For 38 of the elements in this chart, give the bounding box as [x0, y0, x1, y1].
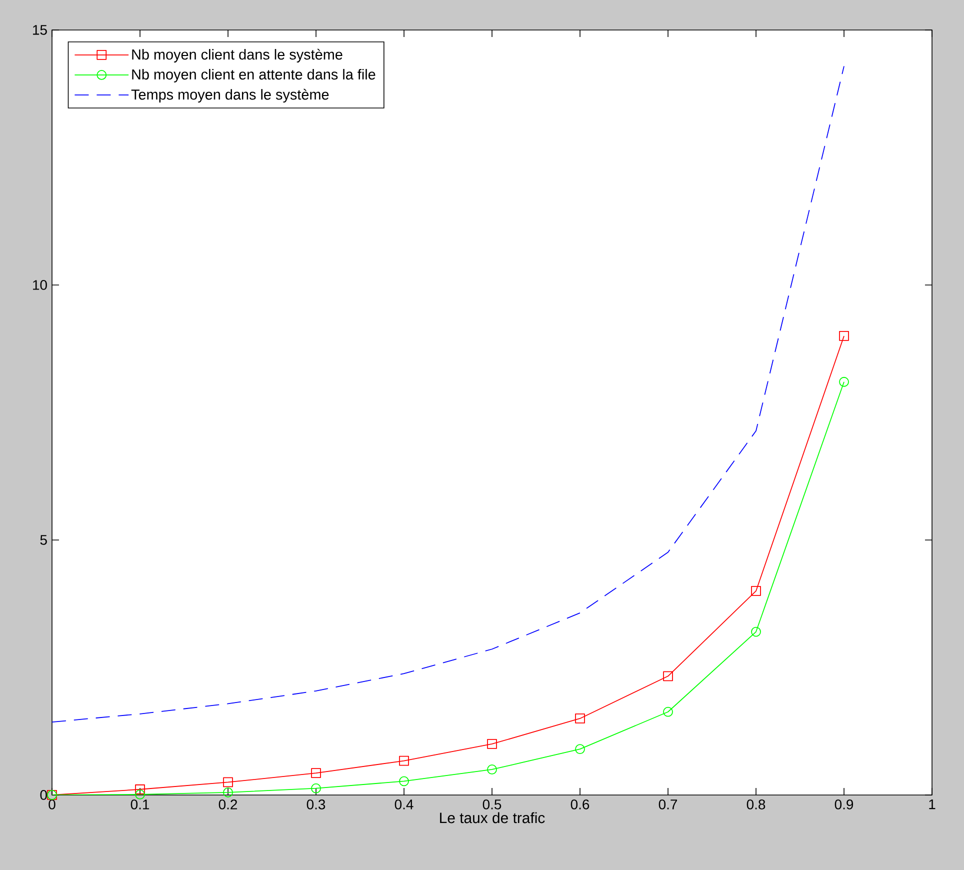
x-tick-label: 0.5 — [482, 799, 502, 810]
point — [399, 776, 409, 786]
point — [223, 777, 233, 788]
point — [311, 783, 321, 794]
x-tick-label: 0.1 — [130, 799, 150, 810]
y-tick-label: 10 — [33, 280, 47, 290]
point — [839, 331, 849, 341]
legend-label: Nb moyen client dans le système — [132, 48, 342, 62]
line-series — [52, 66, 844, 723]
x-tick-label: 0.2 — [218, 799, 238, 810]
y-tick-label: 15 — [33, 25, 47, 35]
x-tick-label: 1 — [929, 800, 936, 810]
x-tick-label: 0.4 — [394, 799, 414, 810]
point — [575, 744, 585, 754]
point — [311, 768, 321, 778]
point — [575, 714, 585, 724]
y-tick-label: 0 — [40, 790, 47, 800]
point — [487, 764, 497, 774]
point — [135, 790, 145, 800]
legend-label: Temps moyen dans le système — [131, 88, 329, 103]
x-tick-label: 0.6 — [570, 799, 590, 810]
point — [663, 706, 673, 717]
x-tick-label: 0.9 — [834, 799, 854, 810]
x-tick-label: 0.7 — [658, 799, 678, 810]
x-tick-label: 0.3 — [306, 799, 326, 810]
x-axis-title: Le taux de trafic — [440, 812, 545, 824]
point — [399, 756, 409, 766]
point — [487, 739, 497, 749]
point — [839, 376, 849, 387]
legend-label: Nb moyen client en attente dans la file — [132, 68, 376, 82]
point — [751, 586, 761, 596]
point — [663, 671, 673, 682]
x-tick-label: 0.8 — [746, 799, 766, 810]
point — [751, 626, 761, 637]
point — [223, 787, 233, 798]
x-tick-label: 0 — [48, 799, 56, 810]
point — [135, 784, 145, 794]
y-tick-label: 5 — [40, 535, 47, 545]
